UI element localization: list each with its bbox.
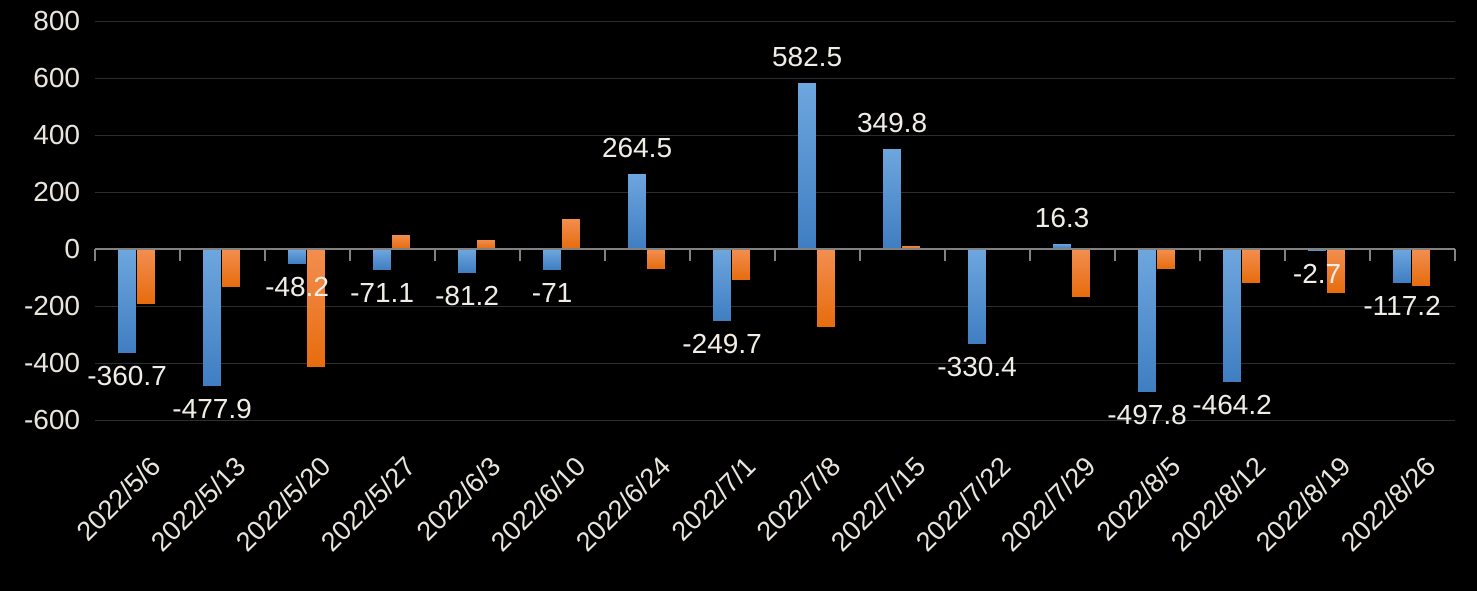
x-axis-tick [944, 249, 946, 261]
orange-bar[interactable] [902, 246, 920, 249]
x-axis-tick [1454, 249, 1456, 261]
x-axis-tick [1284, 249, 1286, 261]
x-axis-tick [689, 249, 691, 261]
blue-bar[interactable] [373, 250, 391, 270]
orange-bar[interactable] [1242, 250, 1260, 283]
data-label: -48.2 [265, 271, 329, 302]
x-axis-tick [859, 249, 861, 261]
data-label: -71.1 [350, 277, 414, 308]
blue-bar[interactable] [543, 250, 561, 270]
x-axis-tick [434, 249, 436, 261]
x-axis-tick [1114, 249, 1116, 261]
blue-bar[interactable] [968, 250, 986, 344]
data-label: -330.4 [937, 351, 1017, 382]
x-axis-tick [774, 249, 776, 261]
blue-bar[interactable] [1053, 244, 1071, 249]
data-label: -477.9 [172, 393, 252, 424]
blue-bar[interactable] [1308, 250, 1326, 251]
data-label: 16.3 [1034, 202, 1090, 233]
orange-bar[interactable] [392, 235, 410, 249]
gridline [95, 306, 1455, 307]
y-tick-label: 800 [33, 5, 80, 36]
gridline [95, 192, 1455, 193]
blue-bar[interactable] [1223, 250, 1241, 382]
data-label: -360.7 [87, 360, 167, 391]
x-axis-tick [94, 249, 96, 261]
gridline [95, 78, 1455, 79]
data-label: 582.5 [771, 41, 843, 72]
blue-bar[interactable] [628, 174, 646, 249]
x-axis-tick [1199, 249, 1201, 261]
x-axis-tick [179, 249, 181, 261]
x-axis-tick [519, 249, 521, 261]
x-axis-tick [1029, 249, 1031, 261]
orange-bar[interactable] [817, 250, 835, 327]
blue-bar[interactable] [713, 250, 731, 321]
data-label: -464.2 [1192, 389, 1272, 420]
y-tick-label: 0 [64, 233, 80, 264]
blue-bar[interactable] [118, 250, 136, 353]
orange-bar[interactable] [647, 250, 665, 269]
x-axis-tick [264, 249, 266, 261]
blue-bar[interactable] [1138, 250, 1156, 392]
orange-bar[interactable] [1072, 250, 1090, 297]
data-label: 264.5 [601, 132, 673, 163]
y-tick-label: -400 [23, 347, 80, 378]
orange-bar[interactable] [732, 250, 750, 280]
orange-bar[interactable] [477, 240, 495, 249]
orange-bar[interactable] [137, 250, 155, 304]
y-tick-label: -200 [23, 290, 80, 321]
data-label: -2.7 [1292, 258, 1342, 289]
data-label: -71 [531, 277, 573, 308]
gridline [95, 420, 1455, 421]
y-tick-label: -600 [23, 404, 80, 435]
data-label: -117.2 [1363, 290, 1441, 321]
y-tick-label: 400 [33, 119, 80, 150]
orange-bar[interactable] [307, 250, 325, 367]
gridline [95, 21, 1455, 22]
x-category-label: 2022/7/1 [665, 451, 762, 547]
data-label: -81.2 [435, 280, 499, 311]
y-tick-label: 600 [33, 62, 80, 93]
blue-bar[interactable] [203, 250, 221, 386]
orange-bar[interactable] [222, 250, 240, 287]
gridline [95, 363, 1455, 364]
orange-bar[interactable] [1327, 250, 1345, 293]
blue-bar[interactable] [458, 250, 476, 273]
x-axis-tick [1369, 249, 1371, 261]
orange-bar[interactable] [562, 219, 580, 249]
blue-bar[interactable] [1393, 250, 1411, 283]
x-axis-tick [604, 249, 606, 261]
blue-bar[interactable] [798, 83, 816, 249]
x-axis-tick [349, 249, 351, 261]
orange-bar[interactable] [1412, 250, 1430, 286]
y-tick-label: 200 [33, 176, 80, 207]
data-label: 349.8 [856, 107, 928, 138]
data-label: -497.8 [1107, 399, 1187, 430]
data-label: -249.7 [682, 328, 762, 359]
blue-bar[interactable] [288, 250, 306, 264]
orange-bar[interactable] [1157, 250, 1175, 269]
gridline [95, 135, 1455, 136]
blue-bar[interactable] [883, 149, 901, 249]
